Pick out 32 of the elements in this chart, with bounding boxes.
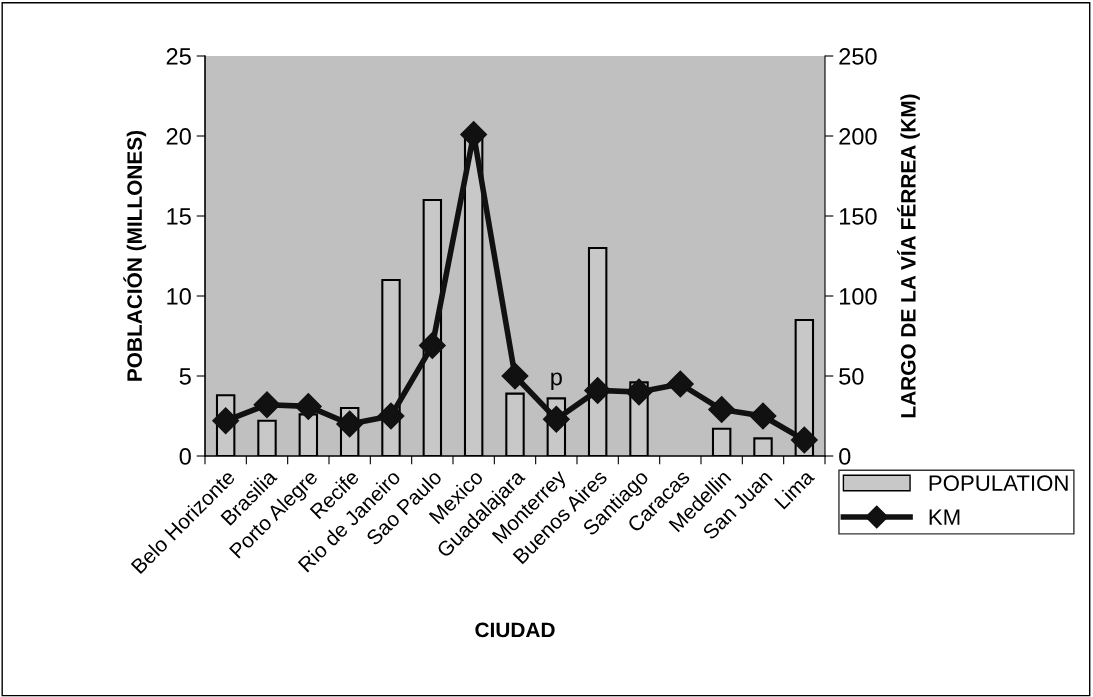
y2-tick-label: 50 (839, 368, 864, 385)
y2-tick-label: 250 (839, 48, 877, 65)
legend-label: POPULATION (929, 475, 1068, 491)
point (253, 391, 281, 419)
point (790, 426, 818, 454)
y-tick-label: 10 (167, 288, 191, 305)
legend-label: KM (929, 509, 960, 525)
point (584, 376, 612, 404)
point (542, 405, 570, 433)
y-tick-label: 0 (179, 448, 191, 465)
point (418, 332, 446, 360)
y2-tick-label: 200 (839, 128, 877, 145)
y-axis-title: POBLACIÓN (MILLONES) (123, 130, 147, 381)
point (377, 402, 405, 430)
point (336, 410, 364, 438)
point (501, 362, 529, 390)
y2-tick-label: 100 (839, 288, 877, 305)
point (625, 378, 653, 406)
y2-tick-label: 0 (839, 448, 851, 465)
y-tick-label: 5 (179, 368, 191, 385)
y-tick-label: 25 (166, 48, 191, 65)
annotation: p (551, 372, 562, 391)
point (212, 407, 240, 435)
point (666, 370, 694, 398)
point (708, 396, 736, 424)
y-tick-label: 20 (166, 128, 191, 145)
y-tick-label: 15 (167, 208, 191, 225)
y2-tick-label: 150 (839, 208, 877, 225)
point (749, 402, 777, 430)
x-axis-title: CIUDAD (475, 622, 555, 638)
y2-axis-title: LARGO DE LA VÍA FÉRREA (KM) (897, 94, 920, 418)
point (294, 392, 322, 420)
